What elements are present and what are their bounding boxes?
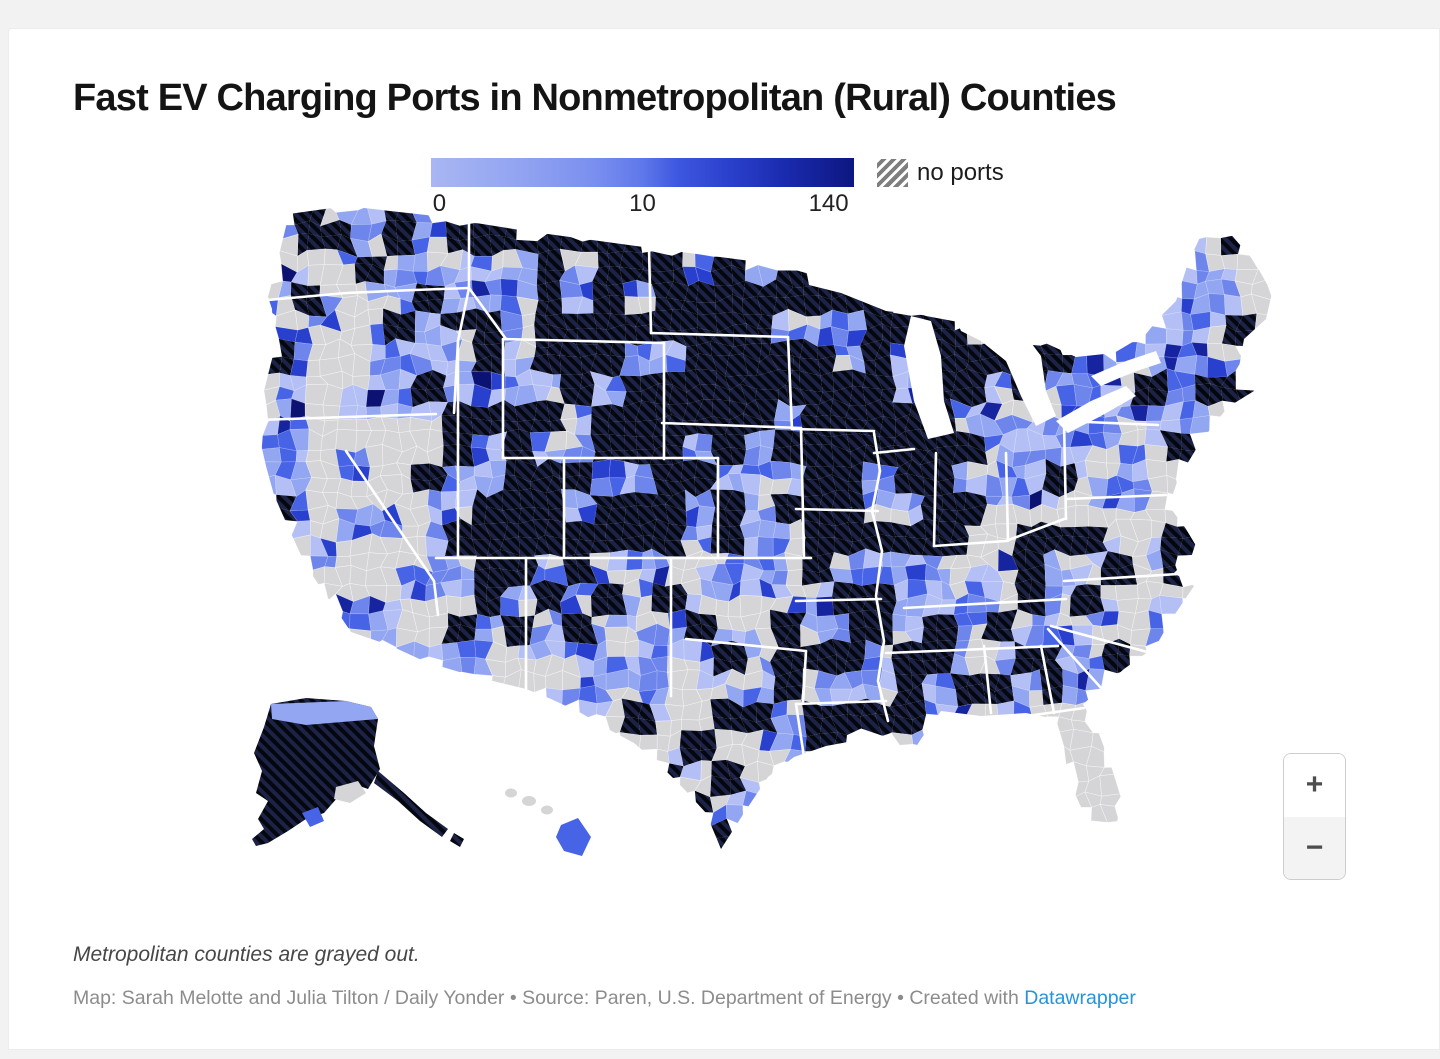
map-footnote: Metropolitan counties are grayed out. — [73, 943, 420, 966]
color-legend: 0 10 140 — [431, 158, 854, 218]
credits-text: Map: Sarah Melotte and Julia Tilton / Da… — [73, 987, 1025, 1009]
zoom-out-button[interactable]: − — [1284, 816, 1345, 879]
no-ports-legend: no ports — [877, 159, 1004, 187]
legend-max-label: 140 — [808, 190, 849, 217]
legend-gradient-bar — [431, 158, 854, 187]
us-county-map-canvas[interactable] — [231, 191, 1296, 897]
county-mosaic — [259, 206, 1272, 849]
chart-card: Fast EV Charging Ports in Nonmetropolita… — [8, 28, 1440, 1050]
hawaii — [505, 788, 591, 856]
us-county-choropleth-map[interactable] — [231, 191, 1296, 897]
zoom-in-button[interactable]: + — [1284, 754, 1345, 817]
datawrapper-link[interactable]: Datawrapper — [1024, 987, 1136, 1009]
chart-title: Fast EV Charging Ports in Nonmetropolita… — [73, 77, 1117, 119]
alaska — [252, 698, 464, 847]
legend-min-label: 0 — [432, 190, 447, 217]
no-ports-hatch-swatch — [877, 159, 908, 187]
no-ports-label: no ports — [917, 159, 1004, 186]
legend-mid-label: 10 — [629, 190, 656, 217]
state-borders — [256, 212, 1196, 759]
legend-labels: 0 10 140 — [431, 190, 854, 218]
map-zoom-controls: + − — [1283, 753, 1346, 880]
map-credits: Map: Sarah Melotte and Julia Tilton / Da… — [73, 987, 1136, 1010]
